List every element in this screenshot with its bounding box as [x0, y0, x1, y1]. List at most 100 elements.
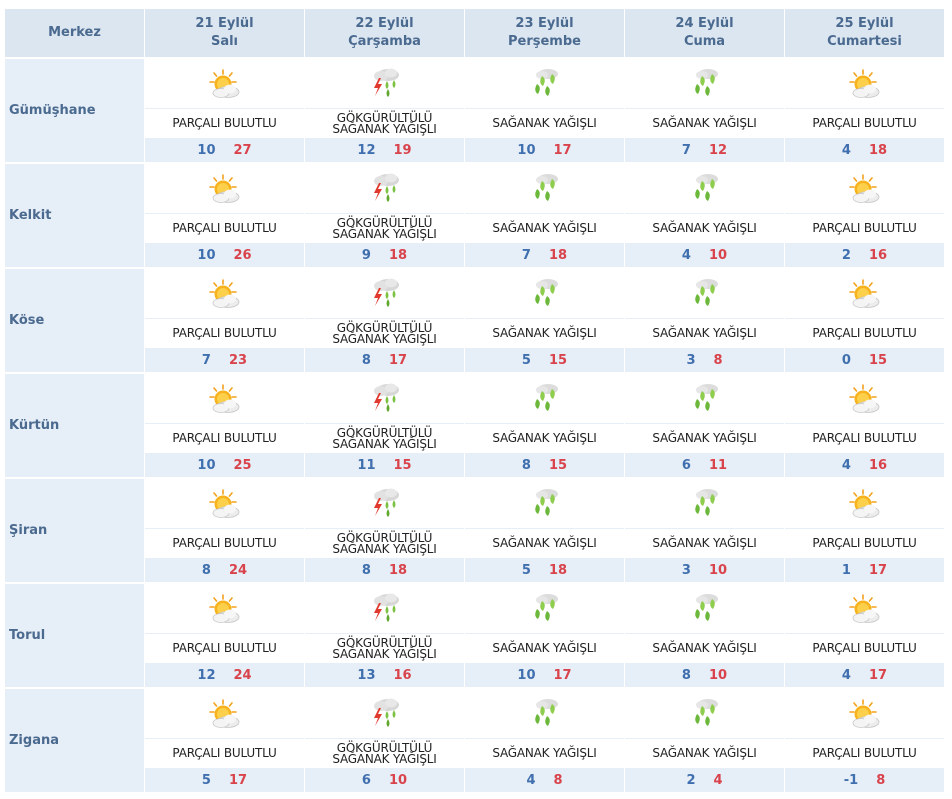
city-name: Köse: [5, 269, 144, 372]
temperatures: 6 10: [305, 768, 464, 792]
header-weekday: Çarşamba: [348, 34, 421, 49]
forecast-cell: PARÇALI BULUTLU 7 23: [145, 269, 304, 372]
max-temp: 24: [233, 668, 252, 683]
condition-lines: PARÇALI BULUTLU: [812, 327, 916, 339]
forecast-cell: SAĞANAK YAĞIŞLI 5 18: [465, 479, 624, 582]
thunderstorm-rain-icon: [305, 269, 464, 318]
min-temp: 10: [197, 143, 216, 158]
condition-line: SAĞANAK YAĞIŞLI: [652, 641, 757, 655]
partly-cloudy-icon: [785, 374, 944, 423]
max-temp: 27: [233, 143, 252, 158]
condition-lines: GÖKGÜRÜLTÜLÜ SAĞANAK YAĞIŞLI: [332, 637, 436, 660]
max-temp: 10: [708, 668, 728, 683]
condition-text: SAĞANAK YAĞIŞLI: [465, 109, 624, 138]
min-temp: 0: [841, 353, 851, 368]
condition-line: GÖKGÜRÜLTÜLÜ: [336, 215, 433, 230]
condition-lines: SAĞANAK YAĞIŞLI: [652, 537, 756, 549]
max-temp: 10: [708, 248, 728, 263]
forecast-cell: PARÇALI BULUTLU 10 26: [145, 164, 304, 267]
forecast-cell: PARÇALI BULUTLU 4 17: [785, 584, 944, 687]
temperatures: 5 17: [145, 768, 304, 792]
condition-text: SAĞANAK YAĞIŞLI: [465, 319, 624, 348]
condition-line: SAĞANAK YAĞIŞLI: [492, 116, 597, 130]
partly-cloudy-icon: [145, 164, 304, 213]
forecast-cell: PARÇALI BULUTLU 4 18: [785, 59, 944, 162]
showers-icon: [465, 59, 624, 108]
forecast-cell: PARÇALI BULUTLU 2 16: [785, 164, 944, 267]
condition-text: GÖKGÜRÜLTÜLÜ SAĞANAK YAĞIŞLI: [305, 214, 464, 243]
forecast-cell: SAĞANAK YAĞIŞLI 7 18: [465, 164, 624, 267]
temperatures: 8 18: [305, 558, 464, 582]
condition-text: SAĞANAK YAĞIŞLI: [625, 529, 784, 558]
forecast-cell: SAĞANAK YAĞIŞLI 3 8: [625, 269, 784, 372]
forecast-cell: PARÇALI BULUTLU -1 8: [785, 689, 944, 792]
condition-line: PARÇALI BULUTLU: [172, 116, 277, 130]
max-temp: 26: [233, 248, 252, 263]
condition-lines: SAĞANAK YAĞIŞLI: [652, 431, 757, 445]
partly-cloudy-icon: [145, 374, 304, 423]
condition-line: PARÇALI BULUTLU: [172, 746, 277, 760]
city-name: Kürtün: [5, 374, 144, 477]
min-temp: 7: [201, 353, 211, 368]
max-temp: 12: [708, 143, 728, 158]
max-temp: 16: [868, 458, 888, 473]
temperatures: 8 17: [305, 348, 464, 372]
temperatures: 9 18: [305, 243, 464, 267]
min-temp: 6: [361, 773, 371, 788]
showers-icon: [625, 584, 784, 633]
min-temp: 2: [686, 773, 696, 788]
condition-text: PARÇALI BULUTLU: [145, 319, 304, 348]
min-temp: 4: [841, 668, 851, 683]
city-name: Zigana: [5, 689, 144, 792]
max-temp: 16: [868, 248, 888, 263]
temperatures: 4 16: [785, 453, 944, 477]
forecast-cell: SAĞANAK YAĞIŞLI 4 8: [465, 689, 624, 792]
forecast-cell: PARÇALI BULUTLU 10 25: [145, 374, 304, 477]
condition-text: PARÇALI BULUTLU: [145, 214, 304, 243]
min-temp: 3: [681, 563, 691, 578]
temperatures: 10 26: [145, 243, 304, 267]
max-temp: 11: [708, 458, 728, 473]
condition-text: PARÇALI BULUTLU: [785, 214, 944, 243]
thunderstorm-rain-icon: [305, 59, 464, 108]
condition-line: SAĞANAK YAĞIŞLI: [652, 746, 757, 760]
forecast-cell: SAĞANAK YAĞIŞLI 3 10: [625, 479, 784, 582]
temperatures: 7 12: [625, 138, 784, 162]
condition-line: SAĞANAK YAĞIŞLI: [492, 326, 597, 340]
condition-line: GÖKGÜRÜLTÜLÜ: [336, 110, 433, 125]
condition-line: SAĞANAK YAĞIŞLI: [492, 431, 597, 445]
max-temp: 17: [553, 143, 572, 158]
condition-lines: SAĞANAK YAĞIŞLI: [652, 641, 757, 655]
condition-line: GÖKGÜRÜLTÜLÜ: [336, 740, 433, 755]
showers-icon: [625, 164, 784, 213]
showers-icon: [465, 269, 624, 318]
header-day-4: 24 Eylül Cuma: [625, 9, 784, 57]
condition-line: PARÇALI BULUTLU: [172, 641, 277, 655]
condition-lines: PARÇALI BULUTLU: [172, 432, 276, 444]
city-name: Gümüşhane: [5, 59, 144, 162]
condition-lines: PARÇALI BULUTLU: [172, 222, 276, 234]
temperatures: 12 19: [305, 138, 464, 162]
city-name: Şiran: [5, 479, 144, 582]
condition-text: PARÇALI BULUTLU: [785, 109, 944, 138]
condition-line: PARÇALI BULUTLU: [812, 641, 917, 655]
max-temp: 15: [868, 353, 888, 368]
partly-cloudy-icon: [145, 689, 304, 738]
condition-lines: PARÇALI BULUTLU: [812, 432, 916, 444]
condition-line: SAĞANAK YAĞIŞLI: [652, 431, 757, 445]
header-date: 23 Eylül: [515, 16, 574, 31]
header-date: 24 Eylül: [675, 16, 734, 31]
header-day-1: 21 Eylül Salı: [145, 9, 304, 57]
temperatures: 12 24: [145, 663, 304, 687]
showers-icon: [465, 584, 624, 633]
condition-lines: GÖKGÜRÜLTÜLÜ SAĞANAK YAĞIŞLI: [332, 322, 436, 345]
min-temp: 8: [361, 353, 371, 368]
temperatures: 4 17: [785, 663, 944, 687]
temperatures: 7 23: [145, 348, 304, 372]
temperatures: 8 24: [145, 558, 304, 582]
max-temp: 18: [548, 563, 568, 578]
condition-lines: SAĞANAK YAĞIŞLI: [652, 746, 757, 760]
header-weekday: Salı: [210, 34, 239, 49]
max-temp: 8: [713, 353, 723, 368]
